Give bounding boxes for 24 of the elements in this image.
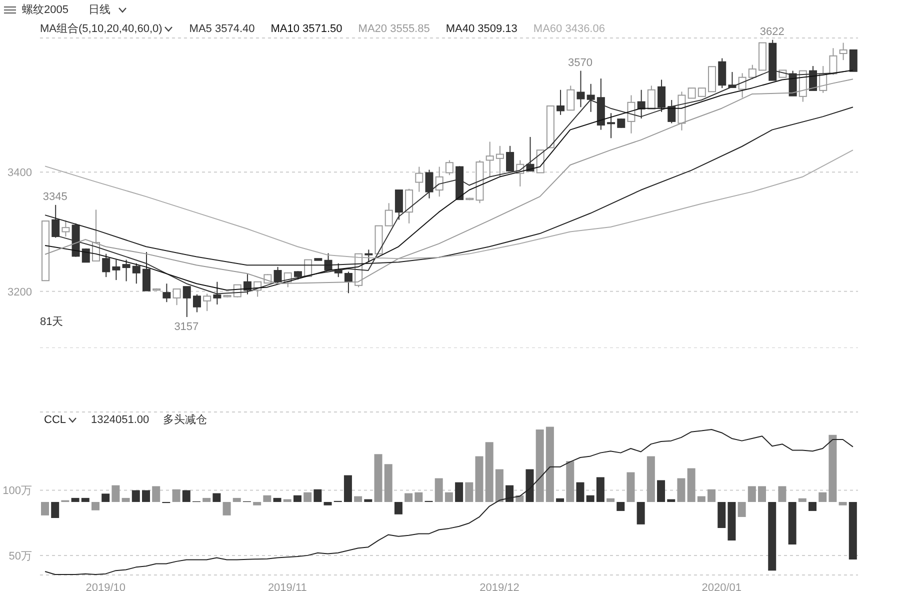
annotation: 1324051.00 (91, 414, 150, 426)
annotation: 3622 (760, 26, 784, 38)
y-tick-label: 100万 (2, 485, 32, 498)
legend-title: MA组合(5,10,20,40,60,0) (40, 22, 162, 36)
text: MA5 3574.40 (189, 22, 255, 34)
text: MA60 3436.06 (533, 22, 605, 34)
text: MA20 3555.85 (358, 22, 430, 34)
annotation: 3570 (568, 56, 593, 69)
x-tick-label: 2019/11 (268, 582, 307, 591)
x-tick-label: 2019/10 (86, 582, 126, 591)
y-tick-label: 50万 (8, 550, 32, 562)
annotation: 3157 (174, 320, 199, 333)
annotation: 3345 (42, 190, 68, 203)
text: MA10 3571.50 (270, 22, 342, 34)
text: MA40 3509.13 (446, 22, 518, 34)
text: CCL (44, 414, 68, 426)
chart-title: 螺纹2005 (22, 2, 68, 17)
x-tick-label: 2020/01 (702, 582, 742, 591)
annotation: 多头减仓 (163, 413, 208, 427)
x-tick-label: 2019/12 (480, 582, 520, 591)
y-tick-label: 3200 (8, 286, 32, 298)
y-tick-label: 3400 (8, 167, 32, 180)
chart-subtitle: 日线 (88, 3, 110, 17)
annotation: 81天 (40, 315, 64, 329)
